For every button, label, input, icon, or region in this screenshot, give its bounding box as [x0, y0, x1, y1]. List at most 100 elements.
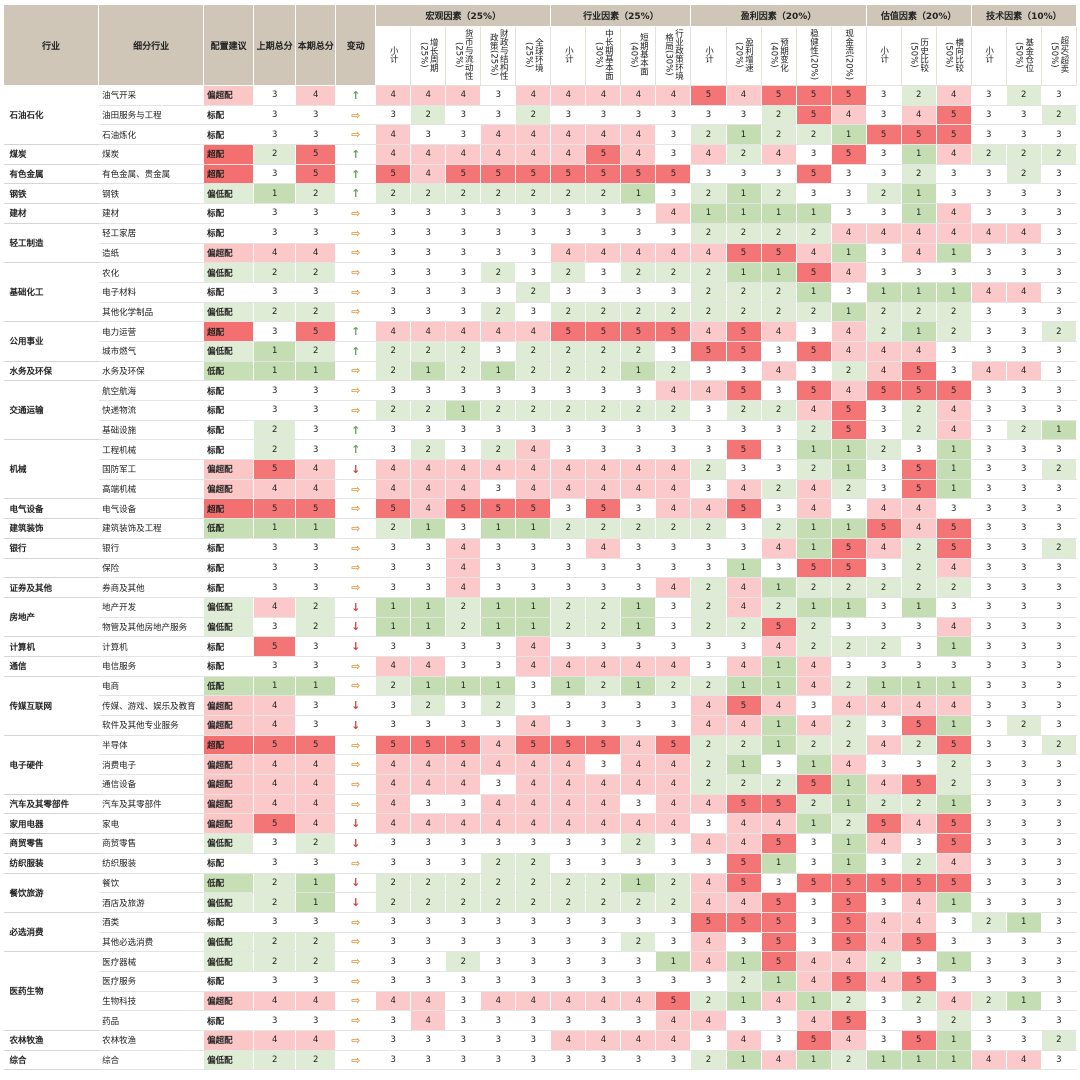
score-cell: 3 — [971, 262, 1007, 283]
score-cell: 3 — [1041, 498, 1078, 520]
change-arrow: ⇨ — [335, 1010, 377, 1031]
score-cell: 3 — [620, 1050, 657, 1071]
score-cell: 4 — [831, 695, 867, 716]
score-cell: 2 — [796, 459, 832, 480]
industry-cell: 电子硬件 — [3, 735, 100, 795]
score-cell: 5 — [796, 380, 832, 401]
score-cell: 4 — [971, 282, 1007, 303]
score-cell: 3 — [866, 656, 902, 677]
change-arrow: ⇨ — [335, 853, 377, 874]
score-cell: 5 — [515, 164, 552, 185]
score-cell: 4 — [726, 597, 762, 618]
score-cell: 3 — [1041, 991, 1078, 1012]
score-cell: 1 — [761, 715, 797, 736]
score-cell: 4 — [515, 321, 552, 342]
score-cell: 3 — [445, 262, 482, 283]
score-cell: 4 — [515, 124, 552, 146]
score-cell: 4 — [253, 754, 297, 776]
score-cell: 3 — [375, 538, 412, 559]
score-cell: 1 — [480, 597, 517, 618]
score-cell: 3 — [445, 695, 482, 716]
score-cell: 2 — [831, 715, 867, 736]
score-cell: 1 — [936, 439, 972, 461]
score-cell: 3 — [1006, 695, 1042, 716]
score-cell: 5 — [901, 1030, 937, 1051]
score-cell: 4 — [936, 420, 972, 441]
score-cell: 4 — [690, 498, 727, 520]
table-row: 其他必选消费 偏低配 2 2 ⇨ 3 3 3 3 3 3 3 2 3 4 3 5 3 5 4 5 3 3 3 3 — [4, 932, 1078, 953]
score-cell: 5 — [515, 735, 552, 756]
score-cell: 5 — [936, 380, 972, 401]
score-cell: 4 — [831, 105, 867, 126]
score-cell: 4 — [796, 1010, 832, 1031]
score-cell: 3 — [620, 282, 657, 303]
score-cell: 1 — [620, 676, 657, 697]
sub-industry-cell: 家电 — [98, 813, 205, 835]
score-cell: 1 — [410, 676, 447, 697]
score-cell: 1 — [761, 577, 797, 598]
score-cell: 4 — [831, 754, 867, 776]
score-cell: 3 — [1006, 400, 1042, 421]
score-cell: 4 — [831, 321, 867, 342]
score-cell: 3 — [480, 105, 517, 126]
score-cell: 3 — [1006, 951, 1042, 972]
score-cell: 2 — [971, 144, 1007, 165]
score-cell: 2 — [690, 282, 727, 303]
score-cell: 3 — [866, 754, 902, 776]
score-cell: 3 — [971, 971, 1007, 992]
score-cell: 3 — [726, 105, 762, 126]
score-cell: 4 — [410, 498, 447, 520]
industry-cell: 证券及其他 — [3, 577, 100, 598]
score-cell: 3 — [655, 932, 692, 953]
sub-header: 超买/超卖(50%) — [1040, 26, 1078, 86]
score-cell: 2 — [550, 302, 587, 323]
score-cell: 3 — [761, 1030, 797, 1051]
recommendation-cell: 超配 — [203, 321, 255, 342]
recommendation-cell: 标配 — [203, 1010, 255, 1031]
change-arrow: ⇨ — [335, 932, 377, 953]
score-cell: 3 — [1041, 302, 1078, 323]
score-cell: 3 — [726, 420, 762, 441]
sub-header: 货币与流动性(25%) — [445, 26, 482, 86]
table-row: 电子硬件 半导体 超配 5 5 ⇨ 5 5 5 4 5 5 5 4 5 2 2 1 2 2 4 2 5 3 3 2 — [3, 735, 1078, 795]
change-arrow: ⇨ — [335, 498, 377, 520]
score-cell: 4 — [620, 479, 657, 500]
score-cell: 2 — [515, 105, 552, 126]
sub-header: 短期基本面(40%) — [620, 26, 657, 86]
sub-industry-cell: 农化 — [98, 262, 205, 283]
score-cell: 1 — [796, 439, 832, 461]
score-cell: 4 — [515, 715, 552, 736]
score-cell: 4 — [761, 538, 797, 559]
score-cell: 5 — [796, 341, 832, 362]
recommendation-cell: 偏超配 — [203, 715, 255, 736]
score-cell: 3 — [971, 183, 1007, 205]
score-cell: 4 — [295, 813, 337, 835]
score-cell: 4 — [971, 223, 1007, 244]
score-cell: 1 — [480, 518, 517, 539]
score-cell: 3 — [375, 932, 412, 953]
score-cell: 3 — [971, 400, 1007, 421]
score-cell: 3 — [1041, 223, 1078, 244]
score-cell: 4 — [936, 617, 972, 638]
score-cell: 3 — [1006, 105, 1042, 126]
score-cell: 2 — [585, 400, 622, 421]
score-cell: 3 — [866, 991, 902, 1012]
score-cell: 5 — [761, 833, 797, 854]
score-cell: 3 — [866, 144, 902, 165]
score-cell: 2 — [1041, 538, 1078, 559]
score-cell: 1 — [796, 538, 832, 559]
score-cell: 5 — [253, 813, 297, 835]
score-cell: 3 — [971, 321, 1007, 342]
score-cell: 4 — [655, 1010, 692, 1031]
score-cell: 3 — [620, 971, 657, 992]
score-cell: 3 — [445, 1010, 482, 1031]
score-cell: 3 — [971, 853, 1007, 874]
score-cell: 4 — [796, 243, 832, 264]
score-cell: 3 — [375, 262, 412, 283]
score-cell: 3 — [655, 144, 692, 165]
table-row: 物管及其他房地产服务 偏低配 3 2 ↓ 1 1 2 1 1 2 2 1 3 2 2 5 2 3 3 3 4 3 3 3 — [4, 617, 1078, 638]
score-cell: 2 — [375, 400, 412, 421]
score-cell: 5 — [761, 951, 797, 972]
page: 行业 细分行业 配置建议 上期总分 本期总分 变动 宏观因素（25%） 行业因素（25%） 盈利… — [0, 4, 1080, 1080]
score-cell: 4 — [515, 794, 552, 815]
